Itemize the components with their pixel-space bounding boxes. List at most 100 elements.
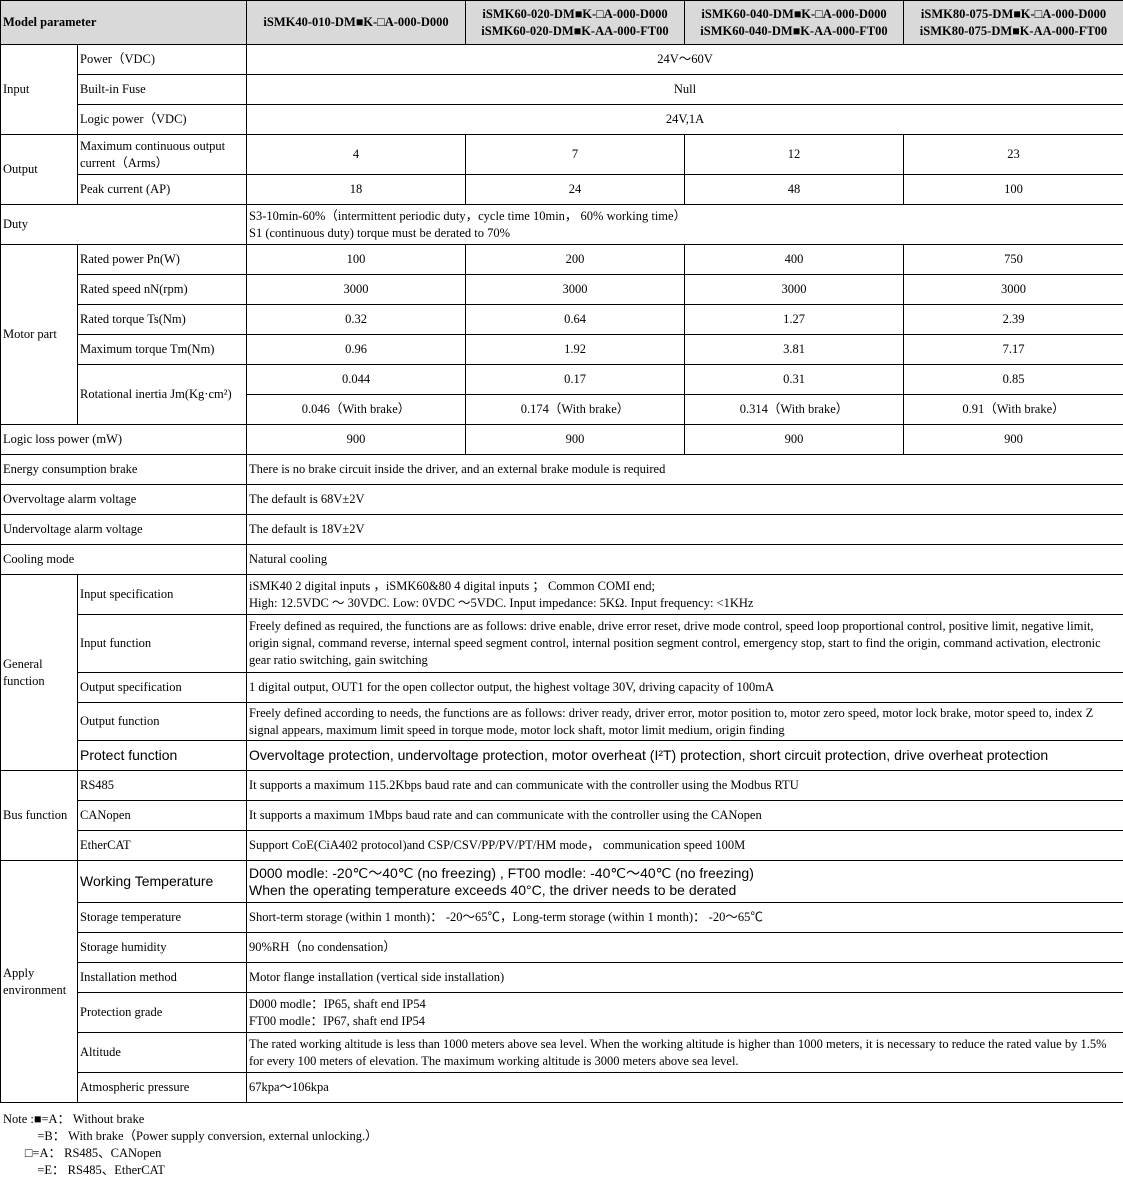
table-row: Protection grade D000 modle：IP65, shaft e… (1, 992, 1123, 1033)
param-description: The default is 18V±2V (246, 514, 1123, 545)
param-label: CANopen (77, 800, 247, 831)
table-row: Overvoltage alarm voltage The default is … (0, 484, 1123, 515)
param-value: 3000 (246, 274, 466, 305)
header-row: Model parameter iSMK40-010-DM■K-□A-000-D… (0, 0, 1123, 45)
group-label: Output (0, 134, 78, 205)
param-description: D000 modle：IP65, shaft end IP54 FT00 modl… (246, 992, 1123, 1033)
group-label: Duty (0, 204, 247, 245)
table-row: Rotational inertia Jm(Kg·cm²) 0.044 0.17 0.… (1, 364, 1123, 425)
table-row: EtherCAT Support CoE(CiA402 protocol)and … (1, 830, 1123, 861)
model-name: iSMK60-040-DM■K-AA-000-FT00 (700, 23, 888, 38)
table-row: Peak current (AP) 18 24 48 100 (1, 174, 1123, 205)
param-value: 3000 (465, 274, 685, 305)
param-value: 23 (903, 134, 1123, 175)
table-row: Maximum torque Tm(Nm) 0.96 1.92 3.81 7.17 (1, 334, 1123, 365)
param-description: Freely defined according to needs, the f… (246, 702, 1123, 741)
table-row: Output Maximum continuous output current（… (0, 134, 1123, 205)
group-label: Motor part (0, 244, 78, 425)
model-name: iSMK80-075-DM■K-□A-000-D000 (920, 6, 1107, 21)
table-row: Protect function Overvoltage protection, … (1, 740, 1123, 771)
model-name: iSMK60-020-DM■K-□A-000-D000 (482, 6, 668, 21)
note-line: =E： RS485、EtherCAT (3, 1163, 165, 1177)
param-description: iSMK40 2 digital inputs ，iSMK60&80 4 dig… (246, 574, 1123, 615)
table-row: Undervoltage alarm voltage The default is… (0, 514, 1123, 545)
param-label: Input specification (77, 574, 247, 615)
table-row: Apply environment Working Temperature D000… (0, 860, 1123, 1103)
param-description: There is no brake circuit inside the dri… (246, 454, 1123, 485)
table-row: Input function Freely defined as required… (1, 614, 1123, 673)
description-line: It supports a maximum 115.2Kbps baud rat… (249, 778, 799, 792)
param-description: The rated working altitude is less than … (246, 1032, 1123, 1073)
table-row: Output function Freely defined according … (1, 702, 1123, 741)
table-row: General function Input specification iSMK4… (0, 574, 1123, 771)
param-value: 900 (684, 424, 904, 455)
param-description: D000 modle: -20℃～40℃ (no freezing) , FT0… (246, 860, 1123, 903)
table-row: Motor part Rated power Pn(W) 100 200 400 750 (0, 244, 1123, 425)
param-label: Storage temperature (77, 902, 247, 933)
param-value: 900 (246, 424, 466, 455)
description-line: The rated working altitude is less than … (249, 1036, 1107, 1068)
param-value: 200 (465, 244, 685, 275)
description-line: The default is 68V±2V (249, 492, 365, 506)
param-value: 0.64 (465, 304, 685, 335)
param-value: 7.17 (903, 334, 1123, 365)
param-value-with-brake: 0.046（With brake） (246, 394, 466, 425)
table-row: CANopen It supports a maximum 1Mbps baud … (1, 800, 1123, 831)
param-label: Rotational inertia Jm(Kg·cm²) (77, 364, 247, 425)
model-name: iSMK80-075-DM■K-AA-000-FT00 (919, 23, 1108, 38)
param-value: 7 (465, 134, 685, 175)
table-row: Installation method Motor flange installa… (1, 962, 1123, 993)
model-name: iSMK60-020-DM■K-AA-000-FT00 (481, 23, 669, 38)
param-label: Logic power（VDC) (77, 104, 247, 135)
param-value: 3000 (903, 274, 1123, 305)
description-line: D000 modle：IP65, shaft end IP54 (249, 996, 426, 1011)
param-description: Short-term storage (within 1 month)： -20… (246, 902, 1123, 933)
param-label: Rated power Pn(W) (77, 244, 247, 275)
table-row: Built-in Fuse Null (1, 74, 1123, 105)
param-label: EtherCAT (77, 830, 247, 861)
param-label: Protect function (77, 740, 247, 771)
param-value: 0.044 (246, 364, 466, 395)
param-description: 67kpa～106kpa (246, 1072, 1123, 1103)
param-value: 0.96 (246, 334, 466, 365)
table-row: Storage humidity 90%RH（no condensation） (1, 932, 1123, 963)
description-line: 1 digital output, OUT1 for the open coll… (249, 680, 775, 694)
param-value: 1.27 (684, 304, 904, 335)
param-label: Storage humidity (77, 932, 247, 963)
description-line: iSMK40 2 digital inputs ，iSMK60&80 4 dig… (249, 578, 655, 593)
param-description: Freely defined as required, the function… (246, 614, 1123, 673)
table-row: Input Power（VDC) 24V～60V (0, 44, 1123, 135)
param-value: 12 (684, 134, 904, 175)
param-value: 100 (903, 174, 1123, 205)
param-value: 3000 (684, 274, 904, 305)
group-label: Energy consumption brake (0, 454, 247, 485)
param-label: Output function (77, 702, 247, 741)
param-value: 24V～60V (246, 44, 1123, 75)
param-label: RS485 (77, 770, 247, 801)
param-value: 0.85 (903, 364, 1123, 395)
param-label: Atmospheric pressure (77, 1072, 247, 1103)
param-description: 1 digital output, OUT1 for the open coll… (246, 672, 1123, 703)
description-line: Motor flange installation (vertical side… (249, 970, 505, 984)
param-value: 24 (465, 174, 685, 205)
description-line: FT00 modle：IP67, shaft end IP54 (249, 1013, 426, 1028)
description-line: When the operating temperature exceeds 4… (249, 881, 737, 898)
param-value: 48 (684, 174, 904, 205)
note-line: =B： With brake（Power supply conversion, … (3, 1129, 378, 1143)
param-value-with-brake: 0.314（With brake） (684, 394, 904, 425)
model-name: iSMK40-010-DM■K-□A-000-D000 (263, 15, 449, 29)
description-line: Support CoE(CiA402 protocol)and CSP/CSV/… (249, 838, 746, 852)
param-value-with-brake: 0.174（With brake） (465, 394, 685, 425)
param-value: Null (246, 74, 1123, 105)
param-value: 3.81 (684, 334, 904, 365)
table-row: Storage temperature Short-term storage (w… (1, 902, 1123, 933)
param-value: 400 (684, 244, 904, 275)
param-label: Built-in Fuse (77, 74, 247, 105)
param-value: 900 (903, 424, 1123, 455)
param-description: Overvoltage protection, undervoltage pro… (246, 740, 1123, 771)
param-value: 24V,1A (246, 104, 1123, 135)
param-value: 0.17 (465, 364, 685, 395)
param-label: Installation method (77, 962, 247, 993)
param-value: 750 (903, 244, 1123, 275)
param-description: Support CoE(CiA402 protocol)and CSP/CSV/… (246, 830, 1123, 861)
